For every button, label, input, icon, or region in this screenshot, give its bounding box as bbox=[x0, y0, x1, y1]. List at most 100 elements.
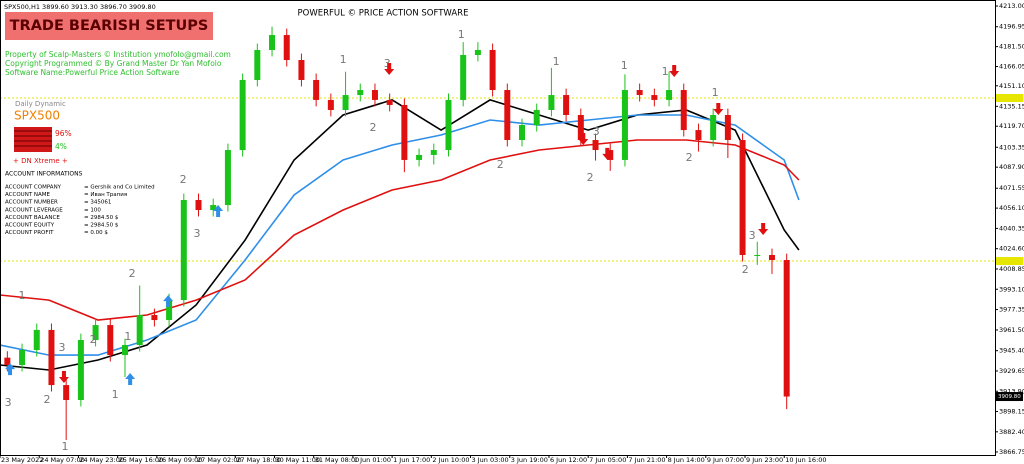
signal-arrow bbox=[602, 147, 613, 160]
candle-body bbox=[386, 99, 393, 105]
signal-arrow bbox=[578, 132, 589, 145]
wave-label: 1 bbox=[19, 289, 26, 302]
y-tick-label: 3977.35 bbox=[999, 306, 1024, 314]
y-tick-label: 4196.95 bbox=[999, 23, 1024, 31]
signal-arrow bbox=[669, 64, 680, 77]
x-tick-label: 3 Jun 03:00 bbox=[472, 456, 509, 464]
account-value: = 345061 bbox=[84, 200, 111, 206]
candle-body bbox=[269, 35, 276, 50]
bear-pct: 96% bbox=[55, 129, 72, 138]
candle-body bbox=[577, 115, 584, 140]
candle-body bbox=[136, 315, 143, 346]
candle-body bbox=[768, 254, 775, 261]
wave-label: 3 bbox=[749, 229, 756, 242]
account-key: ACCOUNT PROFIT bbox=[5, 230, 54, 236]
x-tick-label: 23 May 2022 bbox=[1, 456, 43, 464]
candle-body bbox=[783, 260, 790, 397]
info-line: Copyright Programmed © By Grand Master D… bbox=[5, 59, 222, 68]
y-tick-label: 4166.05 bbox=[999, 63, 1024, 71]
candle-body bbox=[460, 54, 467, 100]
wave-label: 2 bbox=[180, 173, 187, 186]
y-tick-label: 4040.35 bbox=[999, 224, 1024, 232]
symbol-line: SPX500,H1 3899.60 3913.30 3896.70 3909.8… bbox=[4, 3, 156, 11]
candle-body bbox=[121, 345, 128, 356]
y-tick-label: 4056.10 bbox=[999, 204, 1024, 212]
account-value: = 2984.50 $ bbox=[84, 215, 119, 221]
candle-body bbox=[4, 357, 11, 365]
wave-label: 1 bbox=[340, 53, 347, 66]
candle-body bbox=[283, 35, 290, 61]
candle-body bbox=[327, 99, 334, 110]
candle-body bbox=[33, 329, 40, 351]
candle-body bbox=[416, 154, 423, 160]
x-tick-label: 24 May 23:00 bbox=[79, 456, 124, 464]
candle-body bbox=[210, 205, 217, 211]
candle-body bbox=[739, 139, 746, 255]
x-tick-label: 8 Jun 14:00 bbox=[668, 456, 705, 464]
x-tick-label: 30 May 11:00 bbox=[275, 456, 320, 464]
wave-label: 3 bbox=[5, 396, 12, 409]
wave-label: 2 bbox=[497, 158, 504, 171]
badge: TRADE BEARISH SETUPS bbox=[10, 18, 209, 34]
candle-body bbox=[563, 95, 570, 116]
wave-label: 3 bbox=[194, 227, 201, 240]
x-tick-label: 27 May 02:00 bbox=[197, 456, 242, 464]
candle-body bbox=[680, 90, 687, 131]
wave-label: 2 bbox=[686, 151, 693, 164]
signal-arrow bbox=[58, 370, 69, 383]
plot-area: 3123121212313212132112132 bbox=[0, 26, 995, 453]
candle-body bbox=[710, 115, 717, 140]
candle-body bbox=[621, 90, 628, 160]
y-tick-label: 4119.70 bbox=[999, 122, 1024, 130]
candle-body bbox=[430, 150, 437, 155]
account-value: = Иван Трапия bbox=[84, 192, 127, 198]
candle-body bbox=[474, 49, 481, 55]
panel-title: Daily Dynamic bbox=[15, 100, 66, 108]
signal-arrow bbox=[163, 295, 174, 308]
wave-label: 2 bbox=[587, 171, 594, 184]
account-value: = 2984.50 $ bbox=[84, 223, 119, 229]
bull-pct: 4% bbox=[55, 142, 67, 151]
x-tick-label: 25 May 16:00 bbox=[119, 456, 164, 464]
panel-symbol: SPX500 bbox=[14, 109, 60, 123]
wave-label: 2 bbox=[742, 263, 749, 276]
candle-body bbox=[445, 99, 452, 151]
account-key: ACCOUNT NAME bbox=[5, 192, 51, 198]
x-tick-label: 6 Jun 12:00 bbox=[550, 456, 587, 464]
y-tick-label: 3961.50 bbox=[999, 326, 1024, 334]
wave-label: 3 bbox=[59, 341, 66, 354]
candle-body bbox=[401, 104, 408, 160]
candle-body bbox=[519, 125, 526, 140]
x-tick-label: 7 Jun 21:00 bbox=[628, 456, 665, 464]
x-tick-label: 27 May 18:00 bbox=[236, 456, 281, 464]
account-key: ACCOUNT LEVERAGE bbox=[5, 207, 63, 213]
x-tick-label: 3 Jun 19:00 bbox=[511, 456, 548, 464]
candle-body bbox=[651, 95, 658, 100]
y-tick-label: 3882.40 bbox=[999, 428, 1024, 436]
candle-body bbox=[342, 95, 349, 110]
candle-body bbox=[504, 90, 511, 140]
candle-body bbox=[48, 329, 55, 386]
candle-body bbox=[313, 79, 320, 100]
x-tick-label: 31 May 08:00 bbox=[315, 456, 360, 464]
candle-body bbox=[636, 90, 643, 96]
y-tick-label: 4181.50 bbox=[999, 43, 1024, 51]
account-table: ACCOUNT COMPANY = Gershik and Co Limited A… bbox=[5, 185, 155, 237]
candle-body bbox=[92, 325, 99, 340]
y-tick-label: 4103.35 bbox=[999, 143, 1024, 151]
candle-body bbox=[298, 60, 305, 80]
y-tick-label: 3993.10 bbox=[999, 285, 1024, 293]
y-tick-label: 4071.55 bbox=[999, 184, 1024, 192]
candle-body bbox=[666, 90, 673, 100]
wave-label: 1 bbox=[712, 86, 719, 99]
account-key: ACCOUNT EQUITY bbox=[5, 223, 55, 229]
wave-label: 1 bbox=[124, 330, 131, 343]
strength-bars bbox=[14, 127, 52, 152]
candle-body bbox=[224, 150, 231, 206]
x-tick-label: 10 Jun 16:00 bbox=[785, 456, 826, 464]
signal-arrow bbox=[125, 372, 136, 385]
candle-body bbox=[533, 109, 540, 126]
y-tick-label: 3945.40 bbox=[999, 347, 1024, 355]
